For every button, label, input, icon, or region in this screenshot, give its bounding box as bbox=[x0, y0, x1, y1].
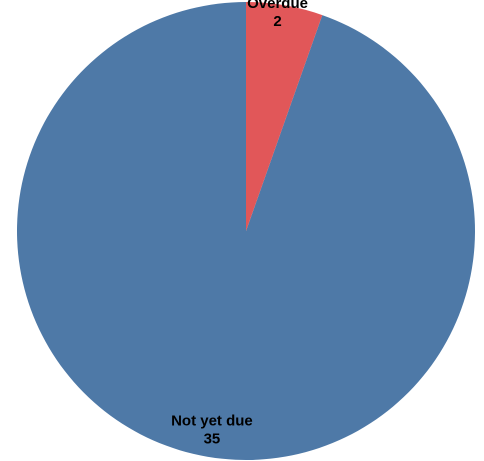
slice-label-category: Overdue bbox=[247, 0, 308, 12]
pie-slices bbox=[16, 2, 475, 460]
pie-slice-not-yet-due bbox=[16, 2, 475, 460]
slice-label-category: Not yet due bbox=[171, 413, 253, 430]
slice-label-value: 35 bbox=[204, 431, 221, 448]
slice-label-value: 2 bbox=[273, 13, 281, 30]
pie-slice-overdue bbox=[246, 2, 323, 231]
pie-labels: Not yet due 35 Overdue 2 bbox=[171, 0, 308, 448]
slice-label-overdue: Overdue 2 bbox=[247, 0, 308, 30]
slice-label-not-yet-due: Not yet due 35 bbox=[171, 413, 253, 448]
